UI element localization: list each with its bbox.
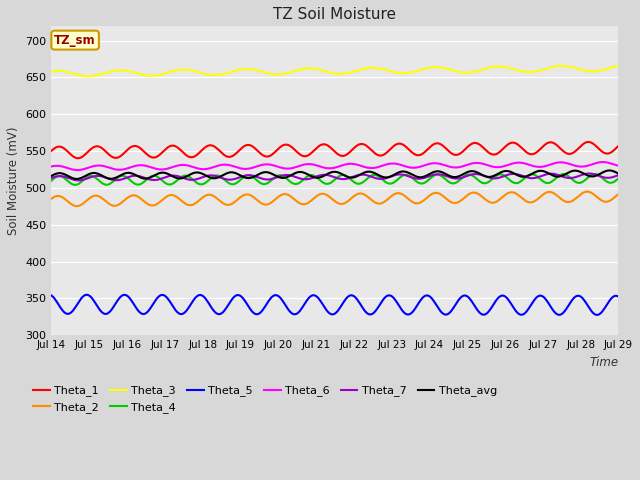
- Line: Theta_5: Theta_5: [51, 295, 618, 315]
- Theta_5: [604, 301, 611, 307]
- Theta_1: [47, 148, 55, 154]
- Theta_5: [83, 292, 90, 298]
- X-axis label: Time: Time: [589, 356, 618, 369]
- Theta_avg: [321, 172, 329, 178]
- Line: Theta_avg: Theta_avg: [51, 170, 618, 179]
- Theta_4: [591, 171, 598, 177]
- Theta_6: [318, 164, 326, 170]
- Line: Theta_4: Theta_4: [51, 174, 618, 185]
- Theta_5: [321, 306, 329, 312]
- Theta_5: [356, 300, 364, 306]
- Line: Theta_1: Theta_1: [51, 142, 618, 158]
- Theta_7: [513, 171, 521, 177]
- Theta_1: [74, 156, 81, 161]
- Theta_avg: [387, 174, 394, 180]
- Theta_avg: [318, 174, 326, 180]
- Theta_3: [47, 68, 55, 74]
- Theta_5: [614, 294, 622, 300]
- Theta_avg: [47, 173, 55, 179]
- Theta_7: [604, 175, 611, 180]
- Theta_1: [513, 141, 521, 147]
- Y-axis label: Soil Moisture (mV): Soil Moisture (mV): [7, 126, 20, 235]
- Theta_avg: [513, 172, 521, 178]
- Theta_5: [47, 293, 55, 299]
- Theta_7: [614, 172, 622, 178]
- Theta_6: [387, 161, 394, 167]
- Theta_2: [614, 191, 622, 197]
- Theta_1: [387, 146, 394, 152]
- Theta_1: [585, 139, 593, 145]
- Theta_3: [321, 68, 329, 74]
- Theta_6: [614, 163, 622, 168]
- Theta_7: [321, 172, 329, 178]
- Theta_3: [356, 67, 364, 73]
- Line: Theta_6: Theta_6: [51, 162, 618, 170]
- Theta_1: [321, 142, 329, 147]
- Theta_6: [513, 160, 521, 166]
- Theta_4: [318, 179, 326, 185]
- Theta_4: [513, 180, 521, 186]
- Theta_avg: [602, 168, 610, 174]
- Theta_7: [356, 172, 364, 178]
- Theta_2: [604, 199, 611, 204]
- Theta_5: [513, 310, 521, 315]
- Theta_5: [387, 293, 394, 299]
- Theta_4: [321, 181, 329, 187]
- Theta_2: [47, 196, 55, 202]
- Text: TZ_sm: TZ_sm: [54, 34, 96, 47]
- Theta_2: [387, 194, 394, 200]
- Theta_1: [356, 142, 364, 147]
- Theta_2: [583, 189, 591, 194]
- Theta_2: [321, 192, 329, 197]
- Line: Theta_3: Theta_3: [51, 66, 618, 76]
- Theta_4: [356, 181, 364, 187]
- Line: Theta_2: Theta_2: [51, 192, 618, 206]
- Line: Theta_7: Theta_7: [51, 173, 618, 180]
- Theta_2: [318, 191, 326, 197]
- Legend: Theta_1, Theta_2, Theta_3, Theta_4, Theta_5, Theta_6, Theta_7, Theta_avg: Theta_1, Theta_2, Theta_3, Theta_4, Thet…: [29, 381, 502, 417]
- Theta_avg: [73, 176, 81, 182]
- Theta_7: [47, 175, 55, 181]
- Theta_6: [356, 162, 364, 168]
- Theta_avg: [605, 168, 613, 173]
- Title: TZ Soil Moisture: TZ Soil Moisture: [273, 7, 397, 22]
- Theta_5: [593, 312, 601, 318]
- Theta_3: [387, 68, 394, 74]
- Theta_1: [614, 143, 622, 149]
- Theta_7: [585, 170, 593, 176]
- Theta_3: [84, 73, 92, 79]
- Theta_1: [318, 142, 326, 147]
- Theta_1: [604, 151, 611, 156]
- Theta_4: [72, 182, 79, 188]
- Theta_7: [318, 172, 326, 178]
- Theta_4: [47, 178, 55, 183]
- Theta_6: [321, 165, 329, 171]
- Theta_6: [74, 167, 81, 173]
- Theta_avg: [356, 172, 364, 178]
- Theta_3: [602, 66, 610, 72]
- Theta_7: [387, 174, 394, 180]
- Theta_6: [604, 160, 611, 166]
- Theta_6: [47, 164, 55, 169]
- Theta_5: [318, 300, 326, 306]
- Theta_avg: [614, 171, 622, 177]
- Theta_7: [75, 178, 83, 183]
- Theta_6: [599, 159, 607, 165]
- Theta_2: [513, 192, 521, 197]
- Theta_2: [356, 191, 364, 196]
- Theta_3: [614, 63, 622, 69]
- Theta_3: [513, 67, 521, 73]
- Theta_4: [604, 179, 611, 185]
- Theta_3: [318, 67, 326, 73]
- Theta_4: [387, 181, 394, 187]
- Theta_2: [73, 203, 81, 209]
- Theta_4: [614, 176, 622, 181]
